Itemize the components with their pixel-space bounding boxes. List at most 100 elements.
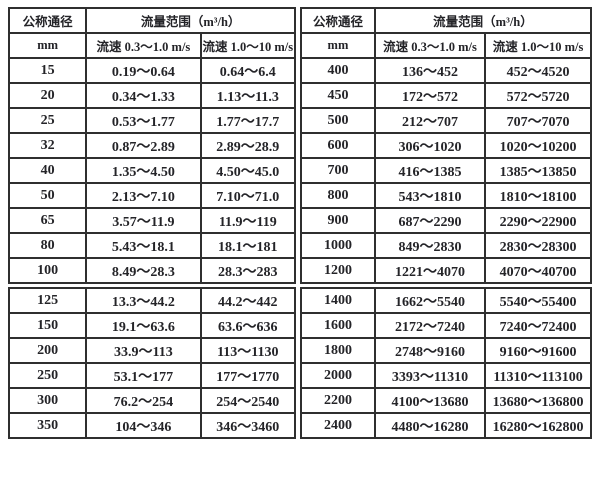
- table-row: 1400 1662～5540 5540～55400: [300, 287, 592, 314]
- flow-range-header: 流量范围（m³/h）: [373, 7, 593, 34]
- flow-range-high-velocity-cell: 452～4520: [484, 57, 592, 84]
- flow-range-low-velocity-cell: 4480～16280: [373, 412, 487, 439]
- velocity-low-header: 流速 0.3～1.0 m/s: [85, 32, 202, 59]
- nominal-diameter-cell: 500: [300, 107, 376, 134]
- table-row: 50 2.13～7.10 7.10～71.0: [7, 182, 297, 209]
- table-row: 1800 2748～9160 9160～91600: [300, 337, 592, 364]
- flow-range-high-velocity-cell: 0.64～6.4: [199, 57, 297, 84]
- nominal-diameter-cell: 100: [7, 257, 88, 284]
- flow-range-high-velocity-cell: 44.2～442: [199, 287, 297, 314]
- nominal-diameter-cell: 15: [7, 57, 88, 84]
- table-row: 25 0.53～1.77 1.77～17.7: [7, 107, 297, 134]
- nominal-diameter-cell: 2000: [300, 362, 376, 389]
- flow-range-low-velocity-cell: 172～572: [373, 82, 487, 109]
- nominal-diameter-cell: 125: [7, 287, 88, 314]
- flow-range-high-velocity-cell: 2.89～28.9: [199, 132, 297, 159]
- flow-range-high-velocity-cell: 1.77～17.7: [199, 107, 297, 134]
- flow-range-low-velocity-cell: 33.9～113: [85, 337, 202, 364]
- flow-range-low-velocity-cell: 849～2830: [373, 232, 487, 259]
- flow-range-low-velocity-cell: 0.87～2.89: [85, 132, 202, 159]
- flow-range-low-velocity-cell: 19.1～63.6: [85, 312, 202, 339]
- flow-range-high-velocity-cell: 2290～22900: [484, 207, 592, 234]
- table-row: 350 104～346 346～3460: [7, 412, 297, 439]
- table-row: 2000 3393～11310 11310～113100: [300, 362, 592, 389]
- nominal-diameter-cell: 32: [7, 132, 88, 159]
- table-row: 500 212～707 707～7070: [300, 107, 592, 134]
- nominal-diameter-header: 公称通径: [7, 7, 88, 34]
- nominal-diameter-cell: 150: [7, 312, 88, 339]
- nominal-diameter-cell: 450: [300, 82, 376, 109]
- table-row: 2200 4100～13680 13680～136800: [300, 387, 592, 414]
- nominal-diameter-cell: 40: [7, 157, 88, 184]
- diameter-unit-header: mm: [7, 32, 88, 59]
- flow-range-high-velocity-cell: 572～5720: [484, 82, 592, 109]
- flow-range-high-velocity-cell: 11310～113100: [484, 362, 592, 389]
- table-row: 15 0.19～0.64 0.64～6.4: [7, 57, 297, 84]
- nominal-diameter-cell: 65: [7, 207, 88, 234]
- flow-range-low-velocity-cell: 0.19～0.64: [85, 57, 202, 84]
- table-row: 125 13.3～44.2 44.2～442: [7, 287, 297, 314]
- flow-range-low-velocity-cell: 136～452: [373, 57, 487, 84]
- nominal-diameter-cell: 25: [7, 107, 88, 134]
- flow-range-high-velocity-cell: 7.10～71.0: [199, 182, 297, 209]
- nominal-diameter-cell: 900: [300, 207, 376, 234]
- flow-range-low-velocity-cell: 3393～11310: [373, 362, 487, 389]
- flow-range-low-velocity-cell: 1221～4070: [373, 257, 487, 284]
- table-row: 65 3.57～11.9 11.9～119: [7, 207, 297, 234]
- nominal-diameter-cell: 50: [7, 182, 88, 209]
- table-row: 32 0.87～2.89 2.89～28.9: [7, 132, 297, 159]
- flow-range-high-velocity-cell: 9160～91600: [484, 337, 592, 364]
- nominal-diameter-cell: 1200: [300, 257, 376, 284]
- flow-range-high-velocity-cell: 4.50～45.0: [199, 157, 297, 184]
- flow-range-low-velocity-cell: 3.57～11.9: [85, 207, 202, 234]
- velocity-high-header: 流速 1.0～10 m/s: [484, 32, 592, 59]
- nominal-diameter-cell: 200: [7, 337, 88, 364]
- table-row: 700 416～1385 1385～13850: [300, 157, 592, 184]
- flow-rate-specification-table: 公称通径 流量范围（m³/h） mm 流速 0.3～1.0 m/s 流速 1.0…: [7, 7, 593, 439]
- flow-range-high-velocity-cell: 1.13～11.3: [199, 82, 297, 109]
- nominal-diameter-cell: 80: [7, 232, 88, 259]
- table-large-diameters: 公称通径 流量范围（m³/h） mm 流速 0.3～1.0 m/s 流速 1.0…: [300, 7, 593, 284]
- nominal-diameter-cell: 300: [7, 387, 88, 414]
- flow-range-low-velocity-cell: 1662～5540: [373, 287, 487, 314]
- flow-range-low-velocity-cell: 2.13～7.10: [85, 182, 202, 209]
- diameter-unit-header: mm: [300, 32, 376, 59]
- flow-range-high-velocity-cell: 28.3～283: [199, 257, 297, 284]
- flow-range-low-velocity-cell: 0.53～1.77: [85, 107, 202, 134]
- table-row: 1000 849～2830 2830～28300: [300, 232, 592, 259]
- flow-range-high-velocity-cell: 63.6～636: [199, 312, 297, 339]
- nominal-diameter-cell: 1800: [300, 337, 376, 364]
- table-large-diameters-continued: 1400 1662～5540 5540～55400 1600 2172～7240 7240…: [300, 287, 592, 439]
- table-row: 300 76.2～254 254～2540: [7, 387, 297, 414]
- table-header-row: 公称通径 流量范围（m³/h）: [7, 7, 296, 34]
- flow-range-high-velocity-cell: 346～3460: [199, 412, 297, 439]
- flow-range-high-velocity-cell: 7240～72400: [484, 312, 592, 339]
- table-small-diameters: 公称通径 流量范围（m³/h） mm 流速 0.3～1.0 m/s 流速 1.0…: [7, 7, 297, 284]
- flow-range-low-velocity-cell: 13.3～44.2: [85, 287, 202, 314]
- flow-range-high-velocity-cell: 1385～13850: [484, 157, 592, 184]
- flow-range-low-velocity-cell: 1.35～4.50: [85, 157, 202, 184]
- nominal-diameter-cell: 800: [300, 182, 376, 209]
- flow-range-low-velocity-cell: 53.1～177: [85, 362, 202, 389]
- flow-range-low-velocity-cell: 0.34～1.33: [85, 82, 202, 109]
- flow-range-low-velocity-cell: 416～1385: [373, 157, 487, 184]
- flow-range-low-velocity-cell: 2748～9160: [373, 337, 487, 364]
- flow-range-low-velocity-cell: 4100～13680: [373, 387, 487, 414]
- nominal-diameter-cell: 20: [7, 82, 88, 109]
- table-row: 600 306～1020 1020～10200: [300, 132, 592, 159]
- flow-range-high-velocity-cell: 1810～18100: [484, 182, 592, 209]
- flow-range-header: 流量范围（m³/h）: [85, 7, 296, 34]
- nominal-diameter-cell: 600: [300, 132, 376, 159]
- table-subheader-row: mm 流速 0.3～1.0 m/s 流速 1.0～10 m/s: [7, 32, 297, 59]
- table-row: 800 543～1810 1810～18100: [300, 182, 592, 209]
- flow-range-low-velocity-cell: 104～346: [85, 412, 202, 439]
- flow-range-low-velocity-cell: 8.49～28.3: [85, 257, 202, 284]
- table-row: 250 53.1～177 177～1770: [7, 362, 297, 389]
- flow-range-low-velocity-cell: 687～2290: [373, 207, 487, 234]
- flow-range-high-velocity-cell: 11.9～119: [199, 207, 297, 234]
- velocity-low-header: 流速 0.3～1.0 m/s: [373, 32, 487, 59]
- table-header-row: 公称通径 流量范围（m³/h）: [300, 7, 593, 34]
- table-row: 400 136～452 452～4520: [300, 57, 592, 84]
- nominal-diameter-cell: 2200: [300, 387, 376, 414]
- flow-range-high-velocity-cell: 707～7070: [484, 107, 592, 134]
